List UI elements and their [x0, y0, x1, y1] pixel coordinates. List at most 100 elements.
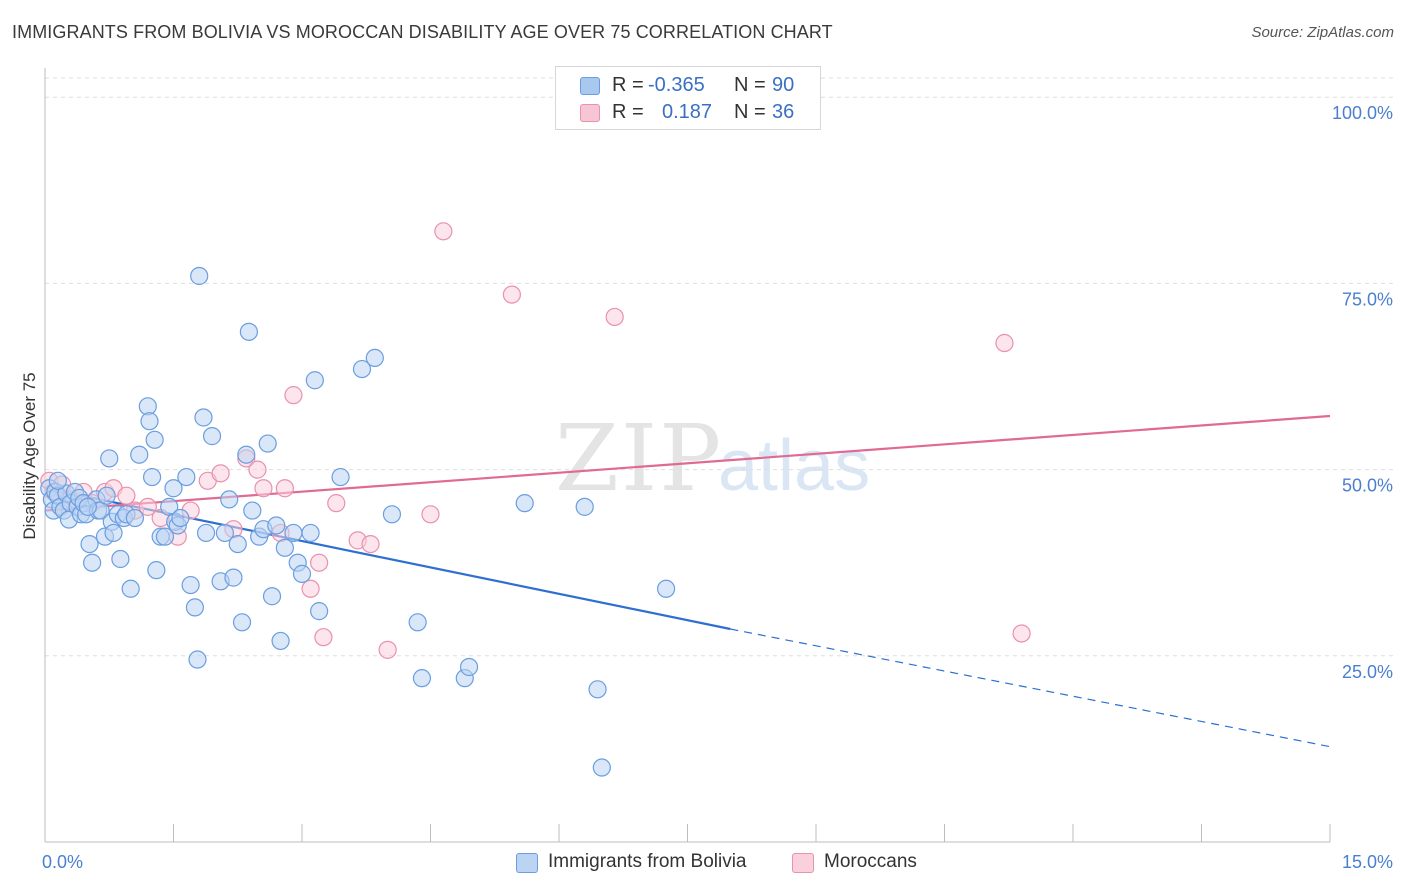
data-point: [275, 538, 294, 557]
data-point: [232, 613, 252, 632]
data-point: [331, 467, 350, 487]
x-tick-label: 15.0%: [1342, 852, 1393, 872]
data-point: [125, 508, 145, 528]
data-point: [142, 467, 162, 487]
data-point: [656, 579, 676, 598]
data-point: [224, 568, 243, 587]
data-point: [220, 490, 239, 509]
data-point: [228, 534, 247, 554]
data-point: [284, 386, 303, 405]
data-point: [1012, 624, 1031, 643]
tick-labels: 25.0% 50.0% 75.0% 100.0% 0.0% 15.0%: [42, 103, 1393, 872]
legend-r-value: 0.187: [662, 101, 713, 123]
legend-label-bolivia: Immigrants from Bolivia: [548, 851, 747, 872]
data-point: [412, 669, 432, 688]
data-point: [361, 534, 380, 554]
data-point: [196, 523, 216, 543]
data-point: [515, 494, 534, 513]
data-point: [421, 505, 440, 524]
y-tick-label: 75.0%: [1342, 289, 1393, 309]
data-point: [284, 523, 303, 543]
data-point: [194, 408, 213, 427]
data-point: [995, 333, 1014, 353]
data-point: [190, 266, 209, 286]
data-point: [301, 523, 320, 543]
legend-n-label: N =: [734, 101, 766, 123]
data-point: [78, 497, 97, 516]
data-point: [382, 505, 402, 524]
data-point: [185, 598, 205, 617]
data-point: [239, 322, 258, 341]
data-point: [243, 501, 262, 520]
y-axis-label: Disability Age Over 75: [20, 372, 39, 539]
data-point: [155, 527, 175, 546]
legend-swatch-moroccans: [792, 853, 814, 873]
data-point: [171, 508, 190, 528]
y-tick-label: 50.0%: [1342, 476, 1393, 496]
data-point: [378, 640, 397, 659]
data-point: [605, 307, 624, 327]
legend-r-label: R =: [612, 101, 644, 123]
data-point: [365, 348, 384, 368]
data-point: [292, 564, 312, 583]
data-point: [237, 445, 256, 464]
data-point: [121, 579, 140, 598]
data-point: [177, 467, 196, 487]
data-point: [181, 575, 200, 595]
data-point: [147, 561, 166, 580]
legend-r-value: -0.365: [648, 74, 705, 96]
data-point: [588, 680, 607, 699]
data-point: [502, 285, 521, 304]
data-point: [138, 397, 157, 416]
trend-line-extension: [730, 628, 1331, 748]
legend-r-label: R =: [612, 74, 644, 96]
data-point: [314, 628, 333, 647]
chart-title: IMMIGRANTS FROM BOLIVIA VS MOROCCAN DISA…: [12, 22, 833, 42]
source-label: Source: ZipAtlas.com: [1251, 24, 1394, 41]
data-point: [310, 602, 329, 621]
legend-n-value: 90: [772, 74, 795, 96]
data-point: [352, 359, 372, 379]
legend-n-label: N =: [734, 74, 766, 96]
legend-swatch-bolivia: [580, 77, 600, 95]
y-tick-label: 100.0%: [1332, 103, 1393, 123]
data-point: [258, 434, 277, 453]
data-point: [592, 758, 611, 777]
data-point: [305, 371, 324, 390]
data-point: [48, 471, 67, 490]
data-point: [301, 579, 320, 598]
data-point: [408, 613, 427, 632]
legend-swatch-bolivia: [516, 853, 538, 873]
data-point: [145, 430, 164, 449]
data-point: [117, 486, 136, 505]
data-point: [211, 464, 230, 483]
data-point: [327, 494, 346, 513]
data-point: [104, 523, 123, 543]
data-point: [97, 486, 116, 505]
watermark-zip: ZIP: [555, 405, 723, 512]
legend-swatch-moroccans: [580, 104, 600, 122]
y-tick-label: 25.0%: [1342, 662, 1393, 682]
data-point: [164, 479, 183, 498]
watermark-atlas: atlas: [718, 426, 870, 506]
data-point: [262, 587, 282, 606]
data-point: [83, 553, 102, 572]
data-point: [271, 631, 290, 651]
legend-label-moroccans: Moroccans: [824, 851, 917, 872]
data-point: [248, 460, 267, 479]
data-point: [215, 523, 234, 543]
data-point: [310, 553, 329, 572]
correlation-legend: R = -0.365 N = 90 R = 0.187 N = 36: [555, 66, 821, 130]
data-point: [140, 412, 159, 431]
data-point: [254, 479, 273, 498]
gridlines: [45, 77, 1393, 657]
data-point: [80, 534, 99, 554]
data-point: [202, 427, 222, 446]
data-point: [575, 497, 594, 516]
data-point: [459, 657, 479, 677]
legend-n-value: 36: [772, 101, 795, 123]
data-points: [40, 222, 1031, 777]
data-point: [275, 479, 294, 498]
data-point: [434, 222, 453, 241]
